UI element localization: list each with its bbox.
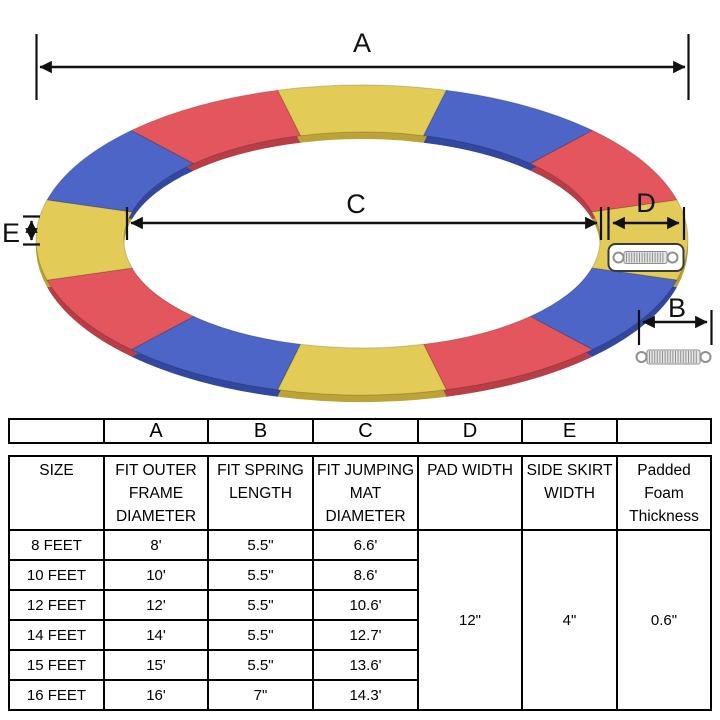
dimension-e: E — [2, 215, 40, 248]
dimension-c-label: C — [346, 189, 366, 219]
outer-frame-cell: 10' — [103, 559, 209, 591]
dimension-e-label: E — [2, 218, 20, 248]
letter-cell-e: E — [521, 418, 618, 444]
table-row: 12 FEET 12' 5.5" 10.6' — [8, 589, 711, 621]
letter-cell-blank-left — [8, 418, 105, 444]
spring-length-cell: 5.5" — [207, 619, 314, 651]
spring-icon-bottom — [635, 349, 712, 365]
header-fit-outer-frame-diameter: FIT OUTER FRAME DIAMETER — [103, 455, 209, 531]
dimension-a-label: A — [353, 28, 371, 58]
spring-length-cell: 7" — [207, 679, 314, 711]
header-pad-width: PAD WIDTH — [417, 455, 523, 531]
spring-icon-top — [612, 251, 679, 264]
size-cell: 14 FEET — [8, 619, 105, 651]
mat-diameter-cell: 10.6' — [312, 589, 419, 621]
header-fit-jumping-mat-diameter: FIT JUMPING MAT DIAMETER — [312, 455, 419, 531]
outer-frame-cell: 14' — [103, 619, 209, 651]
letter-cell-c: C — [312, 418, 419, 444]
foam-thickness-value: 0.6" — [616, 529, 712, 711]
dimension-c: C — [125, 189, 610, 240]
column-letter-strip: A B C D E — [8, 418, 712, 444]
spring-length-cell: 5.5" — [207, 649, 314, 681]
dimension-b: B — [637, 293, 713, 345]
header-side-skirt-width: SIDE SKIRT WIDTH — [521, 455, 618, 531]
size-cell: 12 FEET — [8, 589, 105, 621]
dimension-d-label: D — [636, 188, 656, 218]
pad-ring — [35, 84, 689, 396]
letter-cell-d: D — [417, 418, 523, 444]
mat-diameter-cell: 12.7' — [312, 619, 419, 651]
spring-box — [607, 243, 685, 272]
letter-cell-blank-right — [616, 418, 712, 444]
side-skirt-width-value: 4" — [521, 529, 618, 711]
pad-width-value: 12" — [417, 529, 523, 711]
mat-diameter-cell: 13.6' — [312, 649, 419, 681]
header-size: SIZE — [8, 455, 105, 531]
size-cell: 16 FEET — [8, 679, 105, 711]
size-chart-table: SIZE FIT OUTER FRAME DIAMETER FIT SPRING LE… — [8, 455, 712, 711]
header-row: SIZE FIT OUTER FRAME DIAMETER FIT SPRING LE… — [8, 455, 712, 531]
table-row: 15 FEET 15' 5.5" 13.6' — [8, 649, 711, 681]
header-padded-foam-thickness: Padded Foam Thickness — [616, 455, 712, 531]
header-fit-spring-length: FIT SPRING LENGTH — [207, 455, 314, 531]
dimension-d: D — [612, 188, 686, 240]
letter-cell-a: A — [103, 418, 209, 444]
mat-diameter-cell: 8.6' — [312, 559, 419, 591]
outer-frame-cell: 12' — [103, 589, 209, 621]
table-row: 8 FEET 8' 5.5" 6.6' 12" 4" 0.6" — [8, 529, 712, 711]
dimension-a: A — [35, 28, 690, 100]
dimension-b-label: B — [668, 293, 686, 323]
spring-length-cell: 5.5" — [207, 529, 314, 561]
outer-frame-cell: 15' — [103, 649, 209, 681]
trampoline-pad-diagram: A C D E B — [2, 28, 713, 402]
size-cell: 8 FEET — [8, 529, 105, 561]
spring-length-cell: 5.5" — [207, 559, 314, 591]
mat-diameter-cell: 6.6' — [312, 529, 419, 561]
outer-frame-cell: 8' — [103, 529, 209, 561]
outer-frame-cell: 16' — [103, 679, 209, 711]
spring-length-cell: 5.5" — [207, 589, 314, 621]
letter-cell-b: B — [207, 418, 314, 444]
size-cell: 10 FEET — [8, 559, 105, 591]
table-row: 10 FEET 10' 5.5" 8.6' — [8, 559, 711, 591]
table-row: 16 FEET 16' 7" 14.3' — [8, 679, 711, 711]
size-cell: 15 FEET — [8, 649, 105, 681]
table-row: 14 FEET 14' 5.5" 12.7' — [8, 619, 711, 651]
mat-diameter-cell: 14.3' — [312, 679, 419, 711]
